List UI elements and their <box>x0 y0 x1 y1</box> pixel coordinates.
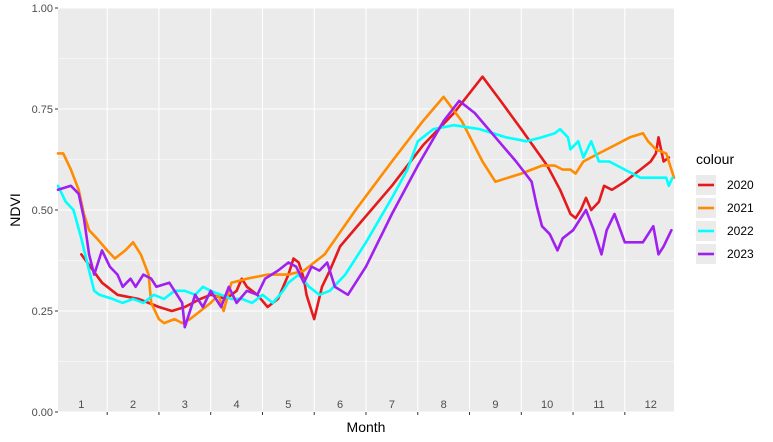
series-line-2023 <box>56 99 673 329</box>
x-tick-label: 5 <box>285 399 291 411</box>
x-tick-label: 6 <box>337 399 343 411</box>
x-axis-ticks: 1 2 3 4 5 6 7 8 9 10 11 12 <box>78 399 657 415</box>
x-tick-label: 10 <box>541 399 553 411</box>
x-tick-label: 11 <box>593 399 604 411</box>
y-tick-label: 0.00 <box>32 407 53 419</box>
legend-title: colour <box>696 151 734 167</box>
x-tick-label: 1 <box>78 399 84 411</box>
x-tick-label: 2 <box>130 399 136 411</box>
y-tick-label: 1.00 <box>32 3 53 15</box>
x-tick-label: 3 <box>182 399 188 411</box>
grid-major <box>58 7 674 413</box>
y-tick-label: 0.75 <box>32 104 53 116</box>
series-lines <box>56 75 676 329</box>
y-tick-label: 0.25 <box>32 306 53 318</box>
x-tick-label: 7 <box>389 399 395 411</box>
legend-label-2020: 2020 <box>727 178 754 192</box>
y-tick-label: 0.50 <box>32 205 53 217</box>
x-tick-label: 4 <box>234 399 240 411</box>
series-line-2022 <box>56 123 674 305</box>
y-axis-ticks: 0.00 0.25 0.50 0.75 1.00 <box>32 3 58 419</box>
legend: colour 2020 2021 2022 2023 <box>696 151 754 264</box>
legend-label-2022: 2022 <box>727 224 754 238</box>
series-line-2021 <box>56 95 676 325</box>
x-tick-label: 12 <box>645 399 657 411</box>
x-tick-label: 8 <box>441 399 447 411</box>
x-tick-label: 9 <box>492 399 498 411</box>
legend-label-2023: 2023 <box>727 247 754 261</box>
x-axis-title: Month <box>347 419 386 435</box>
y-axis-title: NDVI <box>7 193 23 226</box>
legend-label-2021: 2021 <box>727 201 754 215</box>
